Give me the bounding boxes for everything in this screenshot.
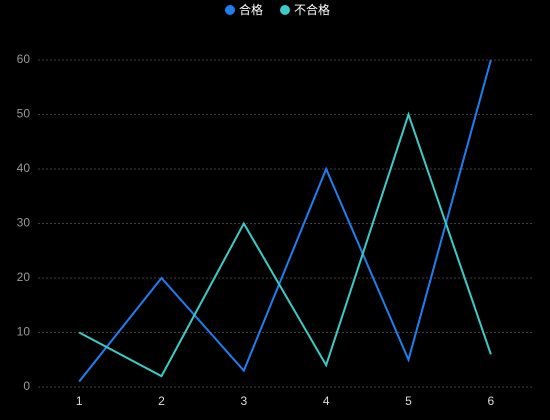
y-tick-label: 40: [17, 161, 31, 175]
x-tick-label: 4: [323, 394, 330, 408]
line-series: [78, 111, 492, 378]
y-tick-label: 10: [17, 325, 31, 339]
line-series: [78, 59, 492, 383]
y-tick-label: 0: [23, 379, 30, 393]
x-tick-label: 5: [405, 394, 412, 408]
x-tick-label: 6: [487, 394, 494, 408]
legend-label: 合格: [239, 2, 263, 17]
legend-marker: [280, 5, 290, 15]
x-tick-label: 3: [240, 394, 247, 408]
y-tick-label: 50: [17, 107, 31, 121]
y-tick-label: 30: [17, 216, 31, 230]
y-tick-label: 60: [17, 52, 31, 66]
y-tick-label: 20: [17, 270, 31, 284]
x-tick-label: 2: [158, 394, 165, 408]
x-tick-label: 1: [76, 394, 83, 408]
legend-marker: [225, 5, 235, 15]
legend-label: 不合格: [294, 2, 330, 17]
